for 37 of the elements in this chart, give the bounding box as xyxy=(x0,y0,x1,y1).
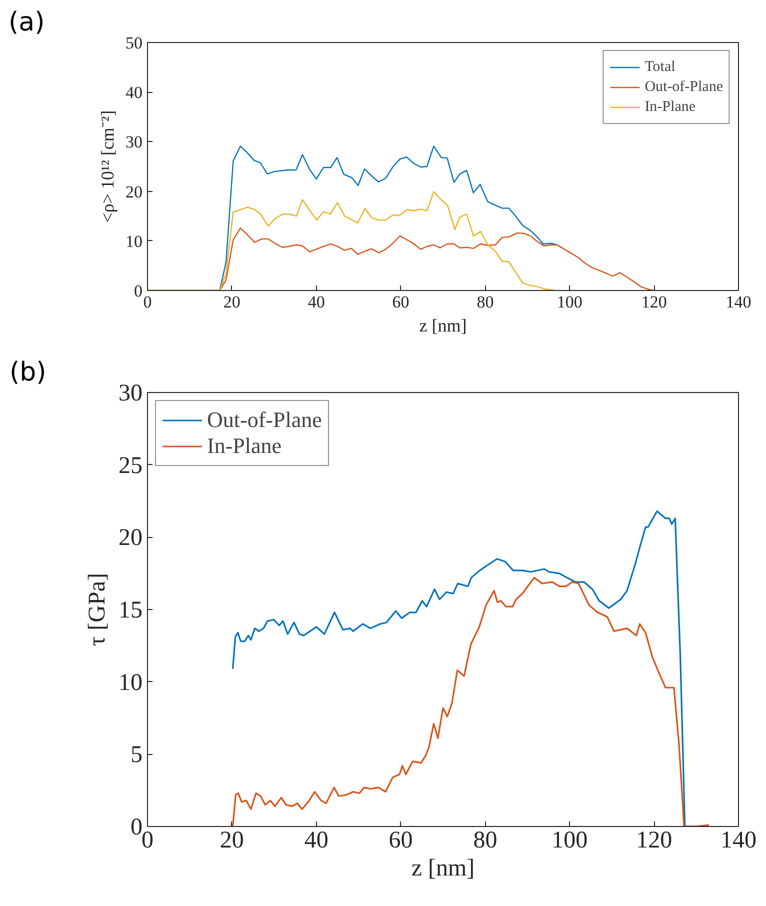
x-tick-label: 60 xyxy=(388,828,413,854)
x-tick-label: 20 xyxy=(223,292,240,312)
chart-title: (a) xyxy=(8,8,45,38)
x-tick-label: 80 xyxy=(476,292,494,312)
x-tick-label: 120 xyxy=(641,292,667,312)
legend-label: Out-of-Plane xyxy=(644,78,723,96)
legend-label: In-Plane xyxy=(644,98,696,116)
y-axis-title: <ρ> 10¹² [cm⁻²] xyxy=(98,110,118,223)
x-tick-label: 120 xyxy=(636,828,672,854)
x-tick-label: 20 xyxy=(220,828,244,854)
legend-label: Total xyxy=(644,58,676,76)
legend-label: Out-of-Plane xyxy=(207,407,322,433)
y-tick-label: 30 xyxy=(118,380,142,406)
y-tick-label: 30 xyxy=(126,132,142,152)
legend-label: In-Plane xyxy=(207,433,282,459)
y-tick-label: 20 xyxy=(118,525,142,552)
x-tick-label: 40 xyxy=(304,828,328,854)
y-tick-label: 15 xyxy=(118,598,142,624)
line-series xyxy=(232,576,710,826)
y-tick-label: 50 xyxy=(126,34,142,52)
y-tick-label: 20 xyxy=(126,182,142,202)
x-tick-label: 60 xyxy=(392,292,410,312)
y-tick-label: 10 xyxy=(118,670,142,696)
x-tick-label: 140 xyxy=(720,828,756,854)
y-tick-label: 10 xyxy=(126,232,142,251)
x-tick-label: 80 xyxy=(473,828,498,854)
x-axis-title: z [nm] xyxy=(419,316,467,336)
y-tick-label: 5 xyxy=(130,742,142,768)
x-tick-label: 100 xyxy=(552,828,588,854)
y-tick-label: 25 xyxy=(118,452,142,479)
y-axis-title: τ [GPa] xyxy=(84,573,110,646)
x-axis-title: z [nm] xyxy=(411,856,475,882)
chart-title: (b) xyxy=(10,358,46,388)
x-tick-label: 140 xyxy=(726,292,752,312)
y-tick-label: 40 xyxy=(126,83,142,102)
x-tick-label: 40 xyxy=(308,292,325,312)
x-tick-label: 100 xyxy=(556,292,582,312)
